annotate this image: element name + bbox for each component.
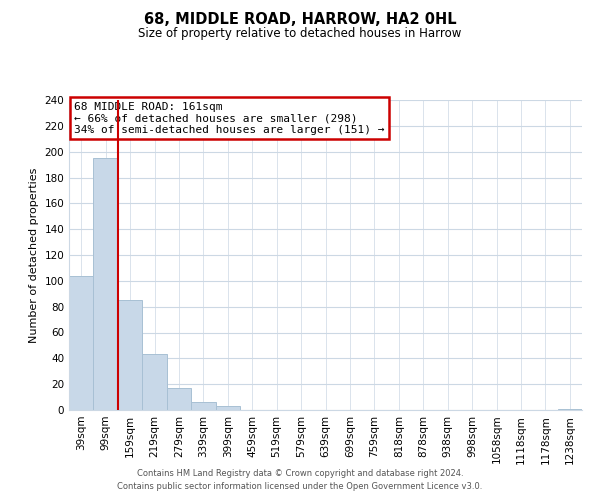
Text: Contains public sector information licensed under the Open Government Licence v3: Contains public sector information licen… bbox=[118, 482, 482, 491]
Bar bbox=[94, 158, 118, 410]
Bar bbox=[167, 388, 191, 410]
Text: Contains HM Land Registry data © Crown copyright and database right 2024.: Contains HM Land Registry data © Crown c… bbox=[137, 468, 463, 477]
Bar bbox=[215, 406, 240, 410]
Y-axis label: Number of detached properties: Number of detached properties bbox=[29, 168, 39, 342]
Text: Size of property relative to detached houses in Harrow: Size of property relative to detached ho… bbox=[139, 28, 461, 40]
Bar bbox=[142, 354, 167, 410]
Bar bbox=[191, 402, 215, 410]
Bar bbox=[557, 408, 582, 410]
Text: 68, MIDDLE ROAD, HARROW, HA2 0HL: 68, MIDDLE ROAD, HARROW, HA2 0HL bbox=[143, 12, 457, 28]
Text: 68 MIDDLE ROAD: 161sqm
← 66% of detached houses are smaller (298)
34% of semi-de: 68 MIDDLE ROAD: 161sqm ← 66% of detached… bbox=[74, 102, 385, 134]
Bar bbox=[118, 300, 142, 410]
Bar bbox=[69, 276, 94, 410]
